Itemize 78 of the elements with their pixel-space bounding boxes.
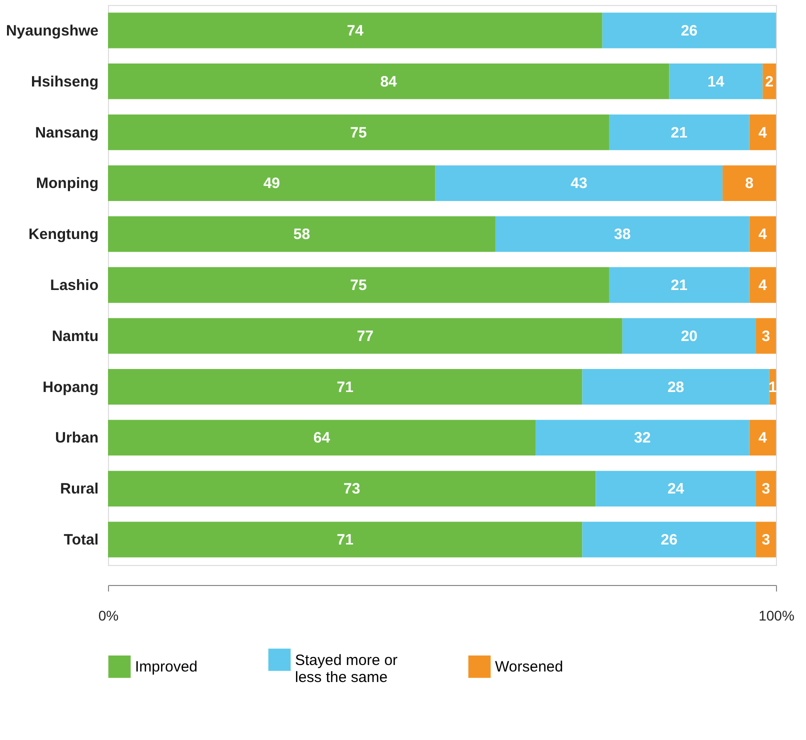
bar: [762, 64, 776, 100]
data-label: 58: [293, 226, 310, 244]
data-label: 26: [680, 22, 698, 40]
data-label: 4: [758, 226, 768, 244]
bar: [108, 64, 670, 100]
bar: [108, 12, 602, 48]
data-label: 43: [570, 175, 588, 192]
data-label: 4: [758, 124, 768, 142]
data-label: 64: [313, 430, 331, 447]
y-tick-label: Nyaungshwe: [6, 22, 98, 40]
bar: [582, 369, 770, 405]
legend-label: Improved: [135, 658, 198, 676]
bar: [722, 165, 776, 201]
bar: [756, 522, 776, 558]
data-label: 49: [263, 175, 280, 192]
y-tick-label: Monping: [36, 175, 98, 192]
bar: [622, 318, 756, 354]
bar: [108, 267, 609, 303]
data-label: 28: [667, 378, 684, 396]
data-label: 8: [745, 175, 754, 192]
bar: [609, 114, 750, 150]
bar: [749, 267, 776, 303]
bar: [582, 522, 756, 558]
y-tick-label: Hopang: [42, 378, 98, 396]
data-label: 38: [614, 226, 631, 244]
data-label: 26: [660, 532, 678, 549]
bar: [108, 470, 596, 506]
y-tick-label: Hsihseng: [30, 73, 98, 90]
data-label: 3: [762, 532, 770, 549]
data-label: 4: [758, 277, 768, 294]
data-label: 75: [350, 277, 367, 294]
data-label: 77: [356, 328, 374, 345]
bar: [495, 216, 750, 252]
bar: [749, 114, 776, 150]
bar: [108, 114, 609, 150]
y-tick-label: Namtu: [52, 328, 98, 345]
data-label: 2: [765, 73, 774, 90]
data-label: 3: [762, 328, 770, 345]
data-label: 84: [380, 73, 398, 90]
legend-label: Worsened: [495, 658, 564, 676]
bar: [435, 165, 723, 201]
legend-label: Stayed more or less the same: [295, 652, 398, 686]
data-label: 21: [670, 124, 688, 142]
bar: [108, 318, 622, 354]
data-label: 32: [634, 430, 651, 447]
bar: [108, 369, 582, 405]
bar: [756, 318, 776, 354]
data-label: 73: [343, 480, 360, 498]
y-tick-label: Total: [64, 532, 98, 549]
x-tick-label: 100%: [758, 608, 794, 624]
data-label: 3: [762, 480, 770, 498]
bar: [108, 216, 496, 252]
data-label: 4: [758, 430, 768, 447]
y-tick-label: Urban: [55, 430, 98, 447]
bar: [749, 216, 776, 252]
bar: [596, 470, 756, 506]
bar: [602, 12, 776, 48]
data-label: 24: [667, 480, 685, 498]
y-tick-label: Nansang: [35, 124, 98, 142]
data-label: 21: [670, 277, 688, 294]
data-label: 71: [336, 532, 354, 549]
bar: [108, 420, 536, 456]
data-label: 74: [346, 22, 364, 40]
bar: [669, 64, 763, 100]
x-tick-label: 0%: [98, 608, 119, 624]
data-label: 71: [336, 378, 354, 396]
data-label: 14: [708, 73, 725, 90]
data-label: 75: [350, 124, 367, 142]
bar: [108, 165, 436, 201]
bar: [609, 267, 750, 303]
bar: [536, 420, 750, 456]
y-tick-label: Kengtung: [28, 226, 98, 244]
y-tick-label: Lashio: [50, 277, 98, 294]
bar: [749, 420, 776, 456]
bar: [756, 470, 776, 506]
bar: [108, 522, 582, 558]
y-tick-label: Rural: [60, 480, 98, 498]
data-label: 20: [680, 328, 698, 345]
